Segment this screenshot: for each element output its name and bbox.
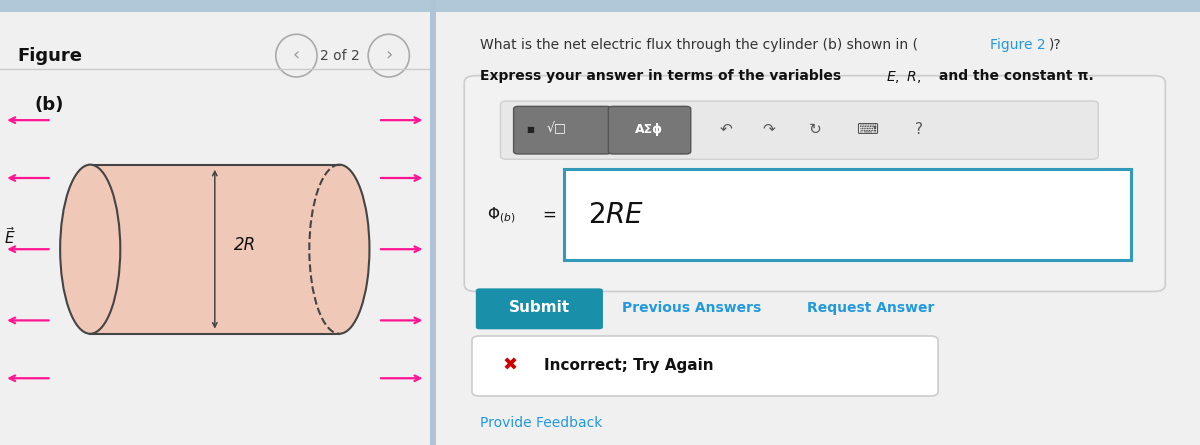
Text: $2RE$: $2RE$ [588,201,644,229]
Text: $E,\ R,$: $E,\ R,$ [887,69,922,85]
FancyBboxPatch shape [514,106,612,154]
Text: √□: √□ [547,122,566,136]
Text: ‹: ‹ [293,47,300,65]
Text: Incorrect; Try Again: Incorrect; Try Again [544,358,713,373]
Text: $\vec{E}$: $\vec{E}$ [5,226,16,247]
Text: $\Phi_{(b)}$: $\Phi_{(b)}$ [487,205,516,225]
Text: ⌨: ⌨ [856,121,878,137]
Text: 2R: 2R [234,236,256,254]
Text: and the constant π.: and the constant π. [935,69,1094,83]
FancyBboxPatch shape [500,101,1098,159]
Text: Submit: Submit [509,300,570,316]
Text: (b): (b) [35,96,64,113]
Text: ✖: ✖ [503,356,518,374]
Ellipse shape [60,165,120,334]
Text: Figure: Figure [17,47,82,65]
Text: ›: › [385,47,392,65]
Text: Figure 2: Figure 2 [990,38,1046,52]
Text: AΣϕ: AΣϕ [635,122,664,136]
Text: Express your answer in terms of the variables: Express your answer in terms of the vari… [480,69,846,83]
Bar [430,0,1200,12]
FancyBboxPatch shape [564,169,1130,260]
Ellipse shape [310,165,370,334]
Text: Request Answer: Request Answer [808,301,935,315]
Text: What is the net electric flux through the cylinder (b) shown in (: What is the net electric flux through th… [480,38,918,52]
Text: 2 of 2: 2 of 2 [319,49,359,63]
Text: ■: ■ [526,125,534,134]
Bar [430,0,436,445]
Text: )?: )? [1049,38,1062,52]
Text: ↷: ↷ [762,121,775,137]
FancyBboxPatch shape [608,106,691,154]
FancyBboxPatch shape [476,288,602,329]
Text: ↶: ↶ [720,121,732,137]
Text: Provide Feedback: Provide Feedback [480,416,602,430]
Text: =: = [542,206,556,224]
Bar [0,0,430,12]
FancyBboxPatch shape [472,336,938,396]
Bar [90,165,340,334]
FancyBboxPatch shape [464,76,1165,291]
Text: Previous Answers: Previous Answers [623,301,762,315]
Text: ?: ? [914,121,923,137]
Text: ↻: ↻ [809,121,821,137]
